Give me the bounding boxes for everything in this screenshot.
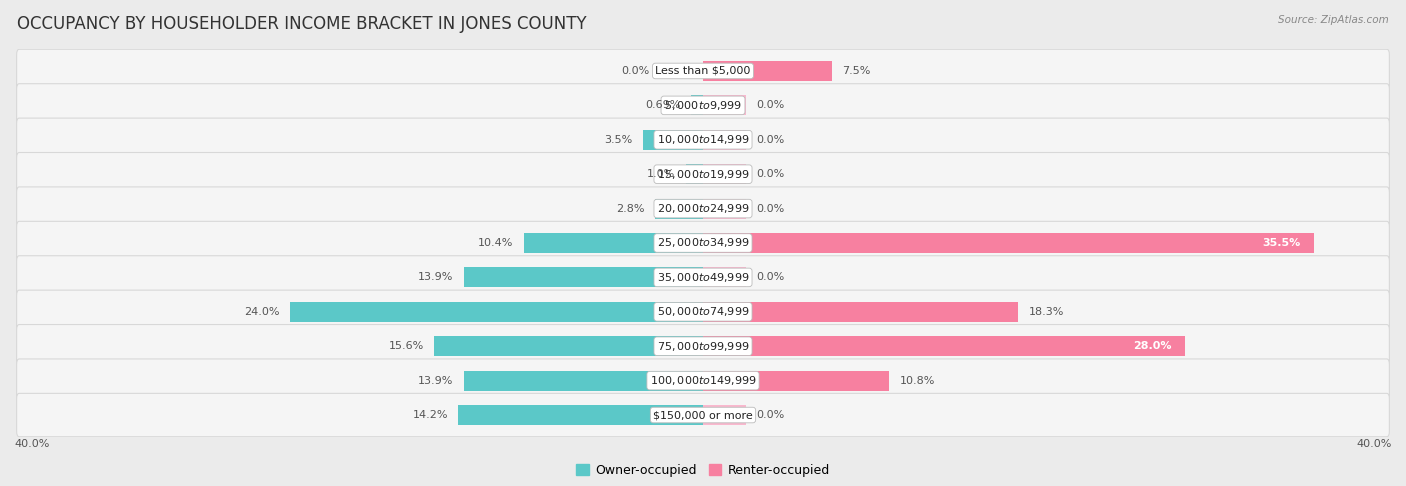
Text: 10.8%: 10.8% (900, 376, 935, 385)
FancyBboxPatch shape (17, 118, 1389, 161)
Text: 1.0%: 1.0% (647, 169, 675, 179)
Text: $150,000 or more: $150,000 or more (654, 410, 752, 420)
Bar (686, 164, 703, 184)
Text: 0.0%: 0.0% (756, 135, 785, 145)
Bar (703, 164, 747, 184)
Text: 10.4%: 10.4% (478, 238, 513, 248)
Bar (703, 233, 1315, 253)
Bar (655, 199, 703, 219)
Bar (524, 233, 703, 253)
Text: 35.5%: 35.5% (1263, 238, 1301, 248)
FancyBboxPatch shape (17, 393, 1389, 437)
Text: 0.0%: 0.0% (621, 66, 650, 76)
FancyBboxPatch shape (17, 359, 1389, 402)
Bar (643, 130, 703, 150)
FancyBboxPatch shape (17, 325, 1389, 368)
FancyBboxPatch shape (17, 153, 1389, 196)
Bar (703, 130, 747, 150)
Text: 13.9%: 13.9% (418, 273, 453, 282)
FancyBboxPatch shape (17, 49, 1389, 93)
Text: 0.69%: 0.69% (645, 101, 681, 110)
Bar (703, 302, 1018, 322)
FancyBboxPatch shape (17, 187, 1389, 230)
Text: Source: ZipAtlas.com: Source: ZipAtlas.com (1278, 15, 1389, 25)
FancyBboxPatch shape (17, 256, 1389, 299)
Text: 28.0%: 28.0% (1133, 341, 1171, 351)
Text: 0.0%: 0.0% (756, 101, 785, 110)
Text: $5,000 to $9,999: $5,000 to $9,999 (664, 99, 742, 112)
Bar (458, 405, 703, 425)
Text: $20,000 to $24,999: $20,000 to $24,999 (657, 202, 749, 215)
Text: 0.0%: 0.0% (756, 273, 785, 282)
Bar (703, 371, 889, 391)
Text: OCCUPANCY BY HOUSEHOLDER INCOME BRACKET IN JONES COUNTY: OCCUPANCY BY HOUSEHOLDER INCOME BRACKET … (17, 15, 586, 33)
Bar (434, 336, 703, 356)
Text: 18.3%: 18.3% (1029, 307, 1064, 317)
Text: 2.8%: 2.8% (616, 204, 644, 213)
Bar (703, 61, 832, 81)
Text: 3.5%: 3.5% (605, 135, 633, 145)
Text: $50,000 to $74,999: $50,000 to $74,999 (657, 305, 749, 318)
Bar (703, 199, 747, 219)
Text: $15,000 to $19,999: $15,000 to $19,999 (657, 168, 749, 181)
Bar (703, 95, 747, 115)
Text: $10,000 to $14,999: $10,000 to $14,999 (657, 133, 749, 146)
Bar (703, 336, 1185, 356)
Text: 0.0%: 0.0% (756, 204, 785, 213)
Text: $35,000 to $49,999: $35,000 to $49,999 (657, 271, 749, 284)
Bar (464, 267, 703, 287)
Text: 0.0%: 0.0% (756, 169, 785, 179)
Text: $75,000 to $99,999: $75,000 to $99,999 (657, 340, 749, 353)
Bar (703, 267, 747, 287)
Text: 7.5%: 7.5% (842, 66, 870, 76)
Bar (464, 371, 703, 391)
Text: 13.9%: 13.9% (418, 376, 453, 385)
Text: 24.0%: 24.0% (243, 307, 280, 317)
Text: 40.0%: 40.0% (1357, 439, 1392, 449)
Text: 0.0%: 0.0% (756, 410, 785, 420)
Legend: Owner-occupied, Renter-occupied: Owner-occupied, Renter-occupied (571, 459, 835, 482)
Text: 40.0%: 40.0% (14, 439, 49, 449)
FancyBboxPatch shape (17, 221, 1389, 265)
Text: $100,000 to $149,999: $100,000 to $149,999 (650, 374, 756, 387)
Bar (703, 405, 747, 425)
FancyBboxPatch shape (17, 290, 1389, 333)
Bar (290, 302, 703, 322)
Bar (692, 95, 703, 115)
FancyBboxPatch shape (17, 84, 1389, 127)
Text: 14.2%: 14.2% (412, 410, 449, 420)
Text: 15.6%: 15.6% (388, 341, 425, 351)
Text: Less than $5,000: Less than $5,000 (655, 66, 751, 76)
Text: $25,000 to $34,999: $25,000 to $34,999 (657, 237, 749, 249)
